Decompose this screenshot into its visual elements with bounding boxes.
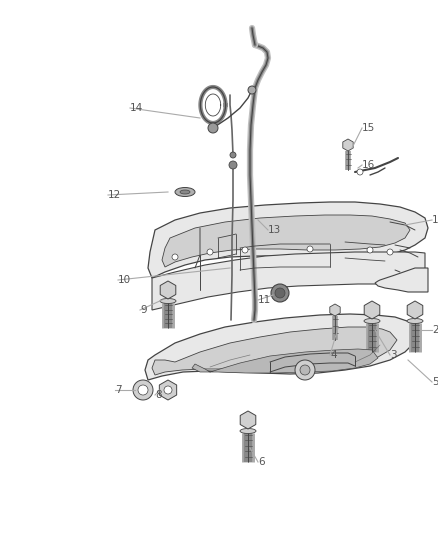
Text: 2: 2 [432, 325, 438, 335]
Polygon shape [330, 304, 340, 316]
Text: 5: 5 [432, 377, 438, 387]
Text: 14: 14 [130, 103, 143, 113]
Polygon shape [240, 411, 256, 429]
Polygon shape [152, 252, 425, 310]
Polygon shape [152, 327, 397, 375]
Text: 11: 11 [258, 295, 271, 305]
Circle shape [138, 385, 148, 395]
Circle shape [172, 254, 178, 260]
Ellipse shape [407, 319, 423, 324]
Polygon shape [375, 268, 428, 292]
Text: 3: 3 [390, 350, 397, 360]
Polygon shape [192, 349, 378, 373]
Polygon shape [162, 215, 410, 267]
Circle shape [271, 284, 289, 302]
Circle shape [208, 123, 218, 133]
Polygon shape [343, 139, 353, 151]
Text: 12: 12 [108, 190, 121, 200]
Circle shape [367, 247, 373, 253]
Circle shape [357, 169, 363, 175]
Ellipse shape [240, 429, 256, 433]
Text: 9: 9 [140, 305, 147, 315]
Polygon shape [159, 380, 177, 400]
Circle shape [248, 86, 256, 94]
Polygon shape [160, 281, 176, 299]
Circle shape [387, 249, 393, 255]
Circle shape [229, 161, 237, 169]
Ellipse shape [180, 190, 190, 194]
Text: 8: 8 [155, 390, 162, 400]
Text: 1: 1 [432, 215, 438, 225]
Circle shape [275, 288, 285, 298]
Circle shape [133, 380, 153, 400]
Ellipse shape [160, 298, 176, 303]
Circle shape [242, 247, 248, 253]
Polygon shape [148, 202, 428, 278]
Text: 4: 4 [330, 350, 337, 360]
Text: 7: 7 [115, 385, 122, 395]
Circle shape [295, 360, 315, 380]
Ellipse shape [364, 319, 380, 324]
Circle shape [307, 246, 313, 252]
Text: 6: 6 [258, 457, 265, 467]
Ellipse shape [175, 188, 195, 197]
Polygon shape [407, 301, 423, 319]
Circle shape [207, 249, 213, 255]
Text: 13: 13 [268, 225, 281, 235]
Text: 15: 15 [362, 123, 375, 133]
Circle shape [230, 152, 236, 158]
Circle shape [164, 386, 172, 394]
Polygon shape [145, 314, 420, 380]
Text: 16: 16 [362, 160, 375, 170]
Circle shape [300, 365, 310, 375]
Polygon shape [364, 301, 380, 319]
Text: 10: 10 [118, 275, 131, 285]
